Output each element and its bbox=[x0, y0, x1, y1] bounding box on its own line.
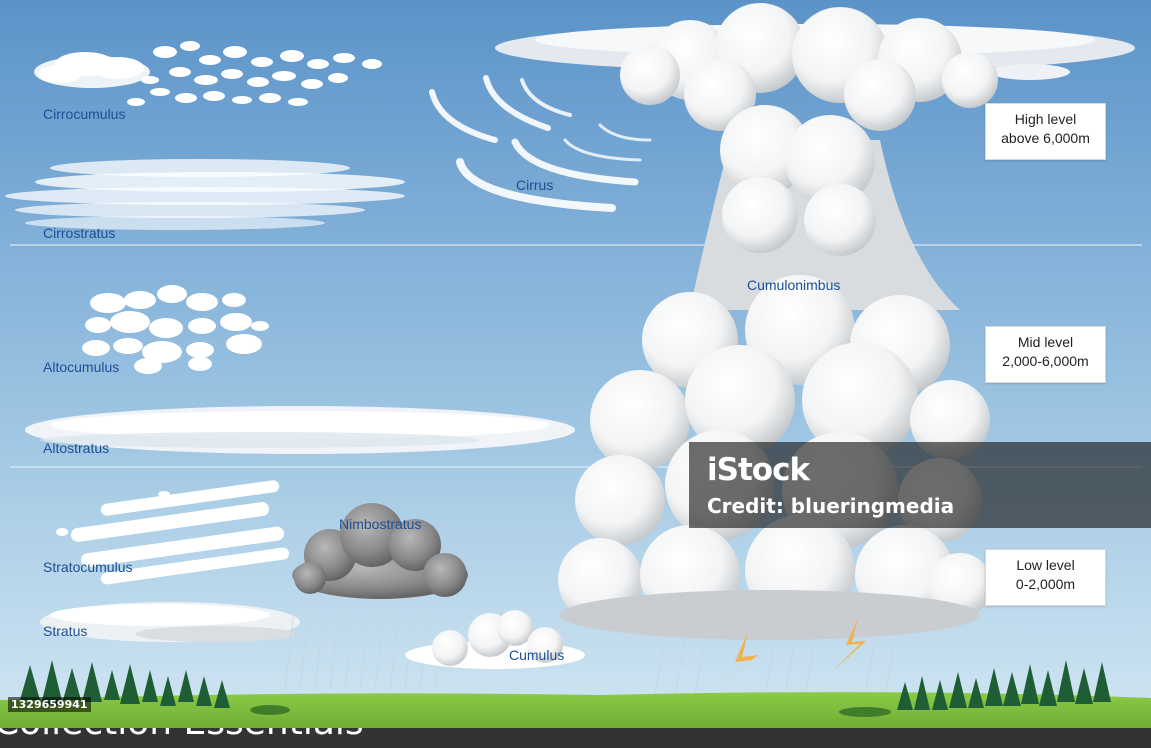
level-box-mid: Mid level 2,000-6,000m bbox=[985, 326, 1106, 383]
bottom-banner: Collection Essentials bbox=[0, 728, 1151, 748]
level-high-range: above 6,000m bbox=[1001, 130, 1090, 146]
level-low-range: 0-2,000m bbox=[1015, 576, 1076, 592]
image-id: 1329659941 bbox=[8, 697, 91, 712]
rain-streaks-icon bbox=[284, 599, 446, 691]
altocumulus-cloud bbox=[82, 285, 269, 374]
level-box-low: Low level 0-2,000m bbox=[985, 549, 1106, 606]
cirrocumulus-cloud bbox=[34, 41, 382, 106]
istock-logo: iStock bbox=[707, 452, 810, 488]
label-altostratus: Altostratus bbox=[43, 440, 110, 456]
cirrostratus-cloud bbox=[5, 159, 405, 230]
label-altocumulus: Altocumulus bbox=[43, 359, 120, 375]
label-stratocumulus: Stratocumulus bbox=[43, 559, 133, 575]
nimbostratus-cloud bbox=[284, 503, 468, 691]
stratocumulus-cloud bbox=[56, 480, 290, 585]
altostratus-cloud bbox=[25, 406, 575, 454]
lightning-bolt-icon bbox=[716, 632, 758, 688]
level-box-high: High level above 6,000m bbox=[985, 103, 1106, 160]
level-high-title: High level bbox=[1014, 111, 1077, 127]
rain-streaks-icon bbox=[654, 639, 896, 696]
bush bbox=[250, 705, 290, 715]
lightning-bolt-icon bbox=[832, 618, 866, 672]
label-stratus: Stratus bbox=[43, 623, 88, 639]
label-cumulus: Cumulus bbox=[509, 647, 565, 663]
collection-text: Collection Essentials bbox=[0, 728, 364, 743]
level-low-title: Low level bbox=[1016, 557, 1075, 573]
label-cirrostratus: Cirrostratus bbox=[43, 225, 116, 241]
istock-watermark: iStock Credit: blueringmedia bbox=[689, 442, 1151, 528]
stratus-cloud bbox=[40, 602, 300, 642]
label-cirrus: Cirrus bbox=[516, 177, 554, 193]
label-cumulonimbus: Cumulonimbus bbox=[747, 277, 841, 293]
bush bbox=[839, 707, 891, 717]
cumulus-cloud bbox=[405, 610, 585, 669]
level-mid-range: 2,000-6,000m bbox=[1002, 353, 1089, 369]
label-cirrocumulus: Cirrocumulus bbox=[43, 106, 126, 122]
cirrus-cloud bbox=[429, 75, 652, 212]
label-nimbostratus: Nimbostratus bbox=[339, 516, 422, 532]
level-mid-title: Mid level bbox=[1017, 334, 1074, 350]
pine-tree-icon bbox=[20, 660, 1111, 710]
watermark-credit: Credit: blueringmedia bbox=[707, 494, 955, 518]
